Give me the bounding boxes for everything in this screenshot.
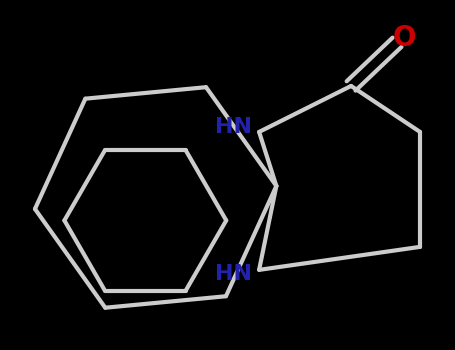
Text: O: O <box>393 24 416 52</box>
Text: HN: HN <box>215 265 252 285</box>
Text: HN: HN <box>215 117 252 137</box>
